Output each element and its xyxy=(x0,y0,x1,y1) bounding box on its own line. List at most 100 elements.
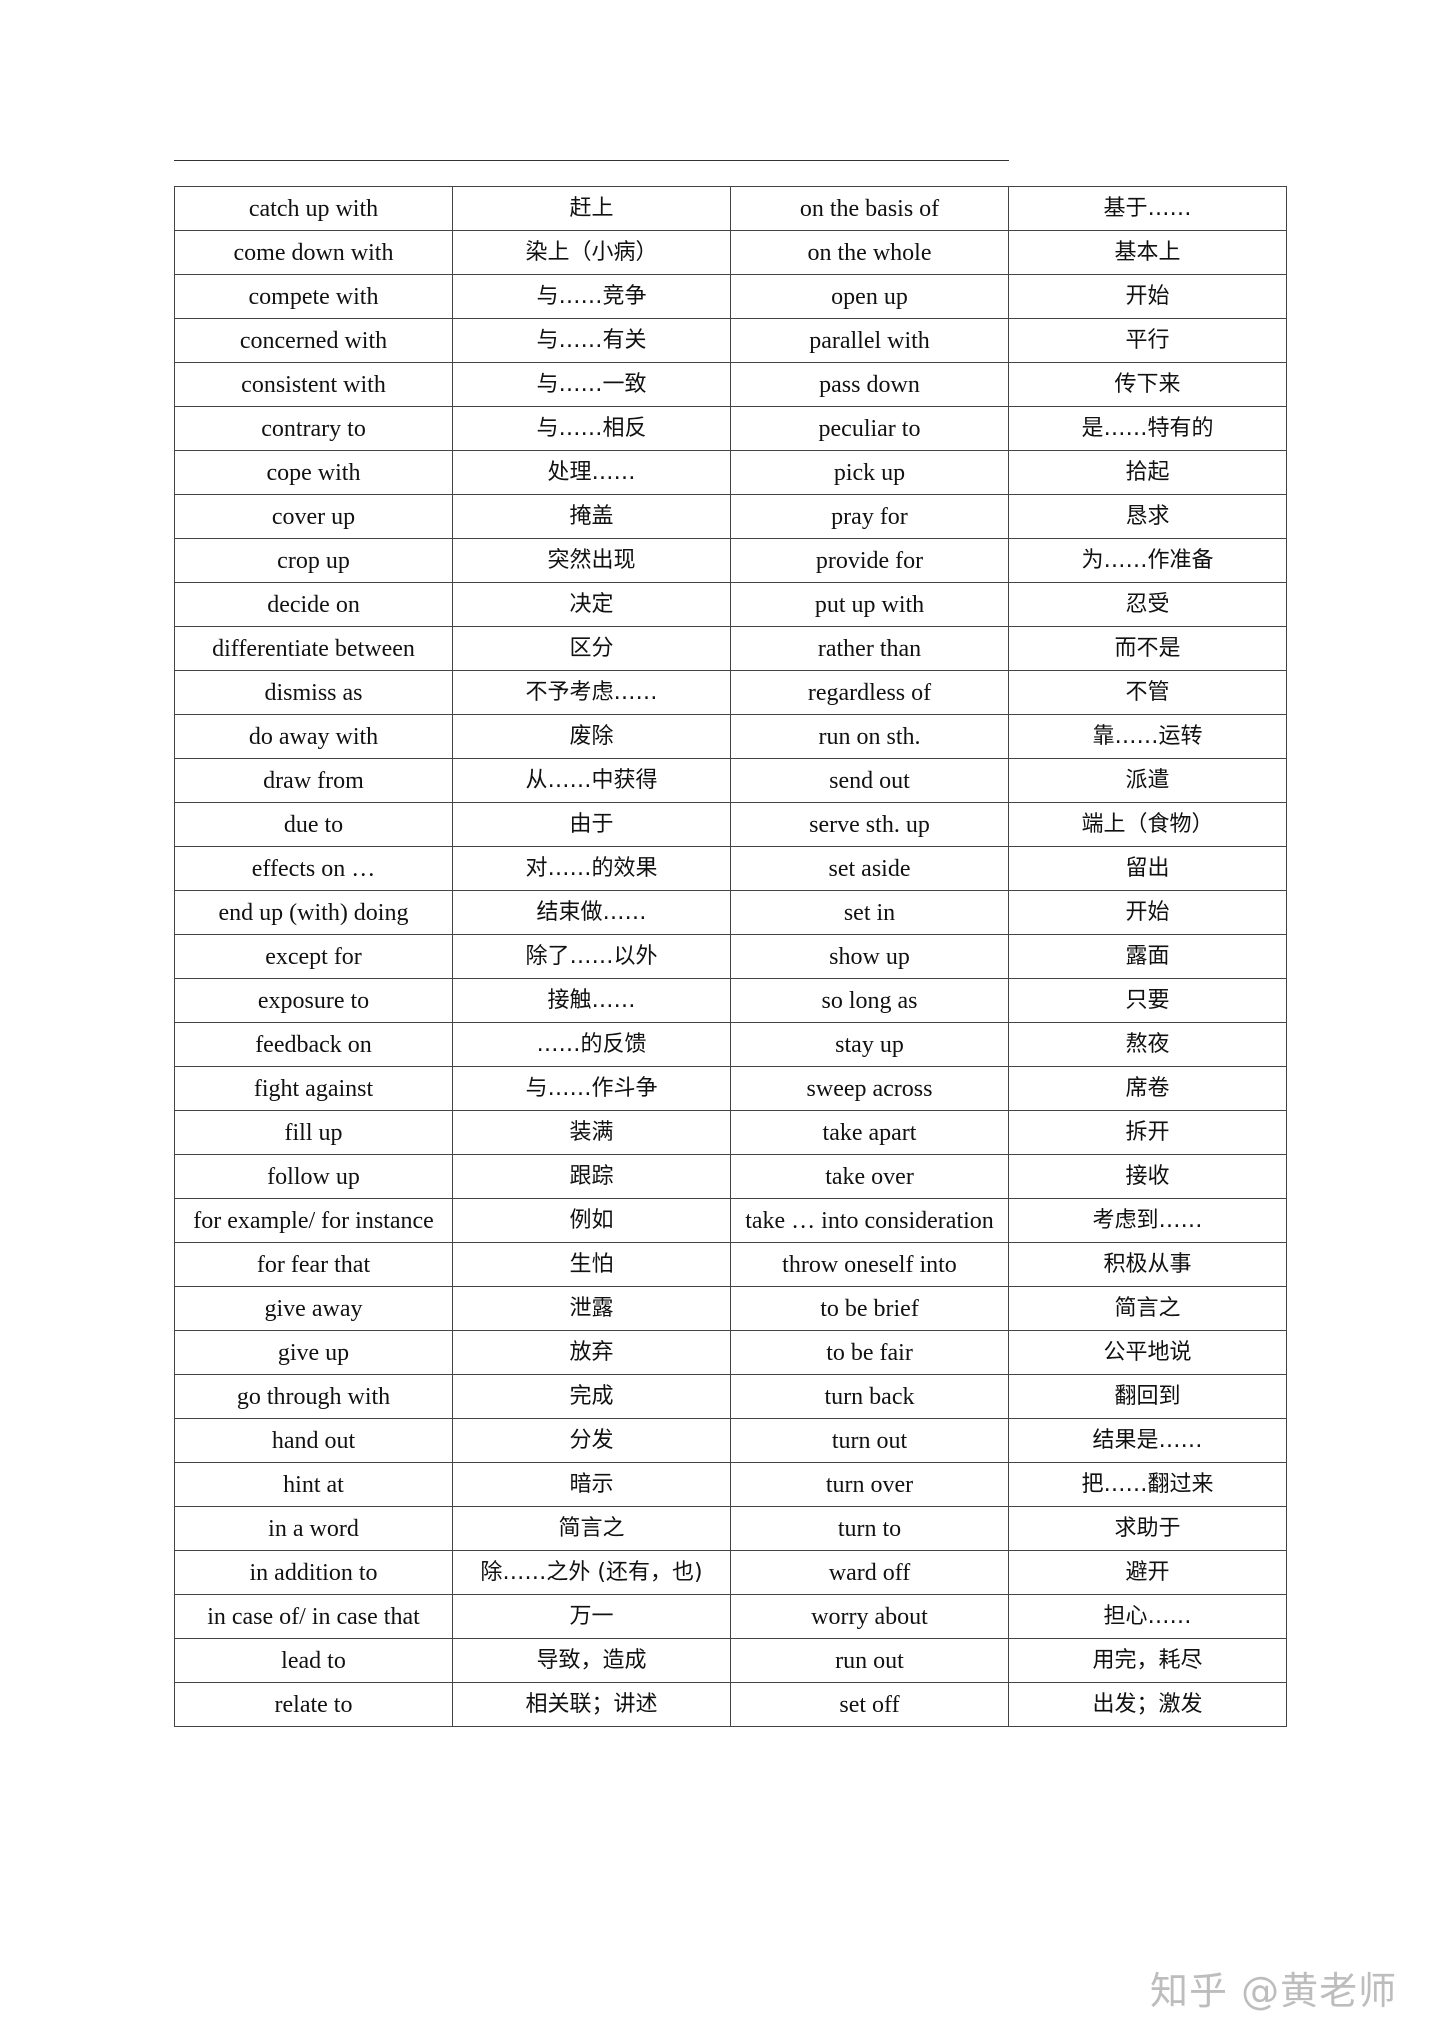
table-row: do away with 废除 run on sth. 靠……运转 xyxy=(174,714,1287,759)
watermark: 知乎 @黄老师 xyxy=(1150,1969,1398,2013)
meaning-zh-cell: 开始 xyxy=(1008,274,1287,319)
phrase-en-cell: give up xyxy=(174,1330,453,1375)
meaning-zh-cell: 由于 xyxy=(452,802,731,847)
phrase-en-cell: in a word xyxy=(174,1506,453,1551)
meaning-zh-cell: 导致，造成 xyxy=(452,1638,731,1683)
phrase-en-cell: open up xyxy=(730,274,1009,319)
meaning-zh-cell: 生怕 xyxy=(452,1242,731,1287)
phrase-en-cell: set aside xyxy=(730,846,1009,891)
meaning-zh-cell: 露面 xyxy=(1008,934,1287,979)
meaning-zh-cell: 赶上 xyxy=(452,186,731,231)
phrase-en-cell: throw oneself into xyxy=(730,1242,1009,1287)
meaning-zh-cell: 例如 xyxy=(452,1198,731,1243)
table-row: for example/ for instance 例如 take … into c… xyxy=(174,1198,1287,1243)
phrase-en-cell: fight against xyxy=(174,1066,453,1111)
phrase-en-cell: in addition to xyxy=(174,1550,453,1595)
table-row: catch up with 赶上 on the basis of 基于…… xyxy=(174,186,1287,231)
meaning-zh-cell: 暗示 xyxy=(452,1462,731,1507)
meaning-zh-cell: 处理…… xyxy=(452,450,731,495)
meaning-zh-cell: 只要 xyxy=(1008,978,1287,1023)
phrase-en-cell: come down with xyxy=(174,230,453,275)
table-row: in a word 简言之 turn to 求助于 xyxy=(174,1506,1287,1551)
meaning-zh-cell: 装满 xyxy=(452,1110,731,1155)
phrase-en-cell: pass down xyxy=(730,362,1009,407)
meaning-zh-cell: 除了……以外 xyxy=(452,934,731,979)
table-row: relate to 相关联；讲述 set off 出发；激发 xyxy=(174,1682,1287,1727)
table-row: differentiate between 区分 rather than 而不是 xyxy=(174,626,1287,671)
phrase-en-cell: turn back xyxy=(730,1374,1009,1419)
phrase-en-cell: end up (with) doing xyxy=(174,890,453,935)
table-row: dismiss as 不予考虑…… regardless of 不管 xyxy=(174,670,1287,715)
header-rule xyxy=(174,160,1009,161)
phrase-en-cell: fill up xyxy=(174,1110,453,1155)
phrase-en-cell: peculiar to xyxy=(730,406,1009,451)
table-row: due to 由于 serve sth. up 端上（食物） xyxy=(174,802,1287,847)
meaning-zh-cell: 跟踪 xyxy=(452,1154,731,1199)
phrase-en-cell: on the basis of xyxy=(730,186,1009,231)
phrase-en-cell: send out xyxy=(730,758,1009,803)
meaning-zh-cell: 接触…… xyxy=(452,978,731,1023)
phrase-en-cell: except for xyxy=(174,934,453,979)
table-row: concerned with 与……有关 parallel with 平行 xyxy=(174,318,1287,363)
meaning-zh-cell: 除……之外 (还有，也) xyxy=(452,1550,731,1595)
meaning-zh-cell: 与……一致 xyxy=(452,362,731,407)
meaning-zh-cell: 靠……运转 xyxy=(1008,714,1287,759)
phrase-en-cell: to be fair xyxy=(730,1330,1009,1375)
table-row: hint at 暗示 turn over 把……翻过来 xyxy=(174,1462,1287,1507)
phrase-en-cell: set in xyxy=(730,890,1009,935)
table-row: cope with 处理…… pick up 拾起 xyxy=(174,450,1287,495)
table-row: fight against 与……作斗争 sweep across 席卷 xyxy=(174,1066,1287,1111)
phrase-en-cell: follow up xyxy=(174,1154,453,1199)
meaning-zh-cell: 掩盖 xyxy=(452,494,731,539)
phrase-en-cell: turn over xyxy=(730,1462,1009,1507)
table-row: compete with 与……竞争 open up 开始 xyxy=(174,274,1287,319)
meaning-zh-cell: 席卷 xyxy=(1008,1066,1287,1111)
meaning-zh-cell: 留出 xyxy=(1008,846,1287,891)
phrase-en-cell: serve sth. up xyxy=(730,802,1009,847)
table-row: decide on 决定 put up with 忍受 xyxy=(174,582,1287,627)
meaning-zh-cell: 把……翻过来 xyxy=(1008,1462,1287,1507)
phrase-en-cell: worry about xyxy=(730,1594,1009,1639)
phrase-en-cell: relate to xyxy=(174,1682,453,1727)
meaning-zh-cell: 公平地说 xyxy=(1008,1330,1287,1375)
meaning-zh-cell: 平行 xyxy=(1008,318,1287,363)
meaning-zh-cell: 从……中获得 xyxy=(452,758,731,803)
phrase-en-cell: so long as xyxy=(730,978,1009,1023)
meaning-zh-cell: 区分 xyxy=(452,626,731,671)
table-row: except for 除了……以外 show up 露面 xyxy=(174,934,1287,979)
phrase-en-cell: cover up xyxy=(174,494,453,539)
phrase-en-cell: on the whole xyxy=(730,230,1009,275)
meaning-zh-cell: 恳求 xyxy=(1008,494,1287,539)
meaning-zh-cell: 基本上 xyxy=(1008,230,1287,275)
meaning-zh-cell: 为……作准备 xyxy=(1008,538,1287,583)
phrase-en-cell: draw from xyxy=(174,758,453,803)
phrase-en-cell: sweep across xyxy=(730,1066,1009,1111)
phrase-en-cell: take over xyxy=(730,1154,1009,1199)
meaning-zh-cell: 积极从事 xyxy=(1008,1242,1287,1287)
meaning-zh-cell: 与……竞争 xyxy=(452,274,731,319)
phrase-table: catch up with 赶上 on the basis of 基于…… come d… xyxy=(174,186,1287,1727)
table-row: exposure to 接触…… so long as 只要 xyxy=(174,978,1287,1023)
table-row: in case of/ in case that 万一 worry about 担心…… xyxy=(174,1594,1287,1639)
meaning-zh-cell: 派遣 xyxy=(1008,758,1287,803)
phrase-en-cell: stay up xyxy=(730,1022,1009,1067)
meaning-zh-cell: 不予考虑…… xyxy=(452,670,731,715)
phrase-en-cell: take … into consideration xyxy=(730,1198,1009,1243)
meaning-zh-cell: 求助于 xyxy=(1008,1506,1287,1551)
phrase-en-cell: do away with xyxy=(174,714,453,759)
phrase-en-cell: pray for xyxy=(730,494,1009,539)
meaning-zh-cell: 与……作斗争 xyxy=(452,1066,731,1111)
phrase-en-cell: show up xyxy=(730,934,1009,979)
phrase-en-cell: contrary to xyxy=(174,406,453,451)
table-row: end up (with) doing 结束做…… set in 开始 xyxy=(174,890,1287,935)
meaning-zh-cell: 用完，耗尽 xyxy=(1008,1638,1287,1683)
meaning-zh-cell: 接收 xyxy=(1008,1154,1287,1199)
table-row: for fear that 生怕 throw oneself into 积极从事 xyxy=(174,1242,1287,1287)
phrase-en-cell: parallel with xyxy=(730,318,1009,363)
phrase-en-cell: ward off xyxy=(730,1550,1009,1595)
phrase-en-cell: turn to xyxy=(730,1506,1009,1551)
phrase-en-cell: concerned with xyxy=(174,318,453,363)
meaning-zh-cell: 完成 xyxy=(452,1374,731,1419)
phrase-en-cell: dismiss as xyxy=(174,670,453,715)
meaning-zh-cell: 熬夜 xyxy=(1008,1022,1287,1067)
